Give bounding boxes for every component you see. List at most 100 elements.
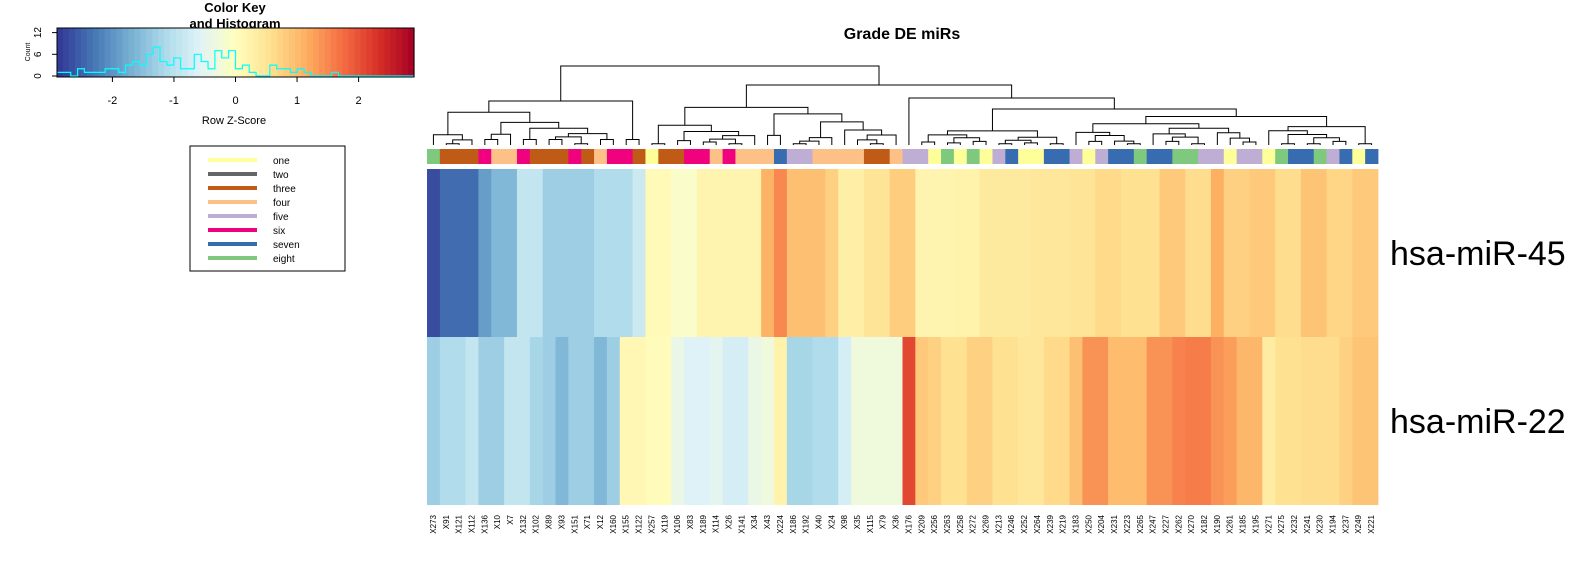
heatmap-cell bbox=[825, 169, 839, 337]
heatmap-cell bbox=[439, 169, 454, 337]
column-label: X263 bbox=[943, 514, 952, 533]
column-label: X12 bbox=[596, 514, 605, 529]
heatmap-cell bbox=[1108, 337, 1122, 505]
heatmap-cell bbox=[1236, 337, 1250, 505]
color-key-segment bbox=[318, 28, 326, 77]
heatmap-cell bbox=[786, 337, 801, 505]
dendrogram-branch bbox=[567, 133, 608, 140]
grade-color-cell bbox=[1300, 149, 1315, 164]
grade-color-cell bbox=[1018, 149, 1032, 164]
column-label: X257 bbox=[647, 514, 656, 533]
column-label: X230 bbox=[1316, 514, 1325, 533]
column-label: X35 bbox=[853, 514, 862, 529]
grade-color-cell bbox=[645, 149, 659, 164]
heatmap-cell bbox=[1339, 337, 1353, 505]
heatmap-cell bbox=[491, 169, 505, 337]
dendrogram-branch bbox=[869, 143, 884, 145]
column-label: X224 bbox=[776, 514, 785, 533]
heatmap-cell bbox=[838, 169, 852, 337]
column-label: X195 bbox=[1251, 514, 1260, 533]
heatmap-cell bbox=[516, 337, 531, 505]
column-dendrogram bbox=[432, 65, 1373, 145]
dendrogram-branch bbox=[1287, 133, 1328, 144]
column-label: X237 bbox=[1341, 514, 1350, 533]
dendrogram-branch bbox=[522, 138, 537, 145]
grade-color-cell bbox=[889, 149, 903, 164]
dendrogram-branch bbox=[490, 133, 512, 145]
column-label: X232 bbox=[1290, 514, 1299, 533]
column-label: X231 bbox=[1110, 514, 1119, 533]
grade-color-cell bbox=[581, 149, 595, 164]
heatmap-cell bbox=[568, 337, 582, 505]
column-label: X241 bbox=[1303, 514, 1312, 533]
heatmap-cell bbox=[1313, 337, 1327, 505]
grade-color-cell bbox=[992, 149, 1006, 164]
heatmap-cell bbox=[876, 337, 891, 505]
grade-color-cell bbox=[1146, 149, 1160, 164]
column-label: X239 bbox=[1046, 514, 1055, 533]
dendrogram-branch bbox=[709, 138, 736, 144]
column-label: X24 bbox=[827, 514, 836, 529]
grade-color-cell bbox=[1005, 149, 1019, 164]
grade-color-cell bbox=[671, 149, 685, 164]
color-key-segment bbox=[259, 28, 266, 77]
heatmap-cell bbox=[619, 169, 634, 337]
heatmap-cell bbox=[696, 337, 711, 505]
color-key-segment bbox=[354, 28, 362, 77]
column-label: X194 bbox=[1329, 514, 1338, 533]
heatmap-cell bbox=[1185, 169, 1199, 337]
heatmap-cell bbox=[773, 169, 788, 337]
grade-color-cell bbox=[696, 149, 711, 164]
heatmap-cell bbox=[1326, 169, 1340, 337]
heatmap-cell bbox=[606, 337, 621, 505]
heatmap-cell bbox=[761, 337, 775, 505]
dendrogram-branch bbox=[1165, 140, 1180, 145]
heatmap-cell bbox=[619, 337, 634, 505]
heatmap-cell bbox=[1018, 169, 1032, 337]
legend-label: six bbox=[273, 226, 285, 237]
grade-color-cell bbox=[812, 149, 826, 164]
dendrogram-branch bbox=[1281, 143, 1295, 145]
heatmap-cell bbox=[735, 169, 749, 337]
grade-color-cell bbox=[1056, 149, 1070, 164]
heatmap-cell bbox=[979, 337, 993, 505]
heatmap-cell bbox=[1120, 169, 1135, 337]
column-label: X219 bbox=[1059, 514, 1068, 533]
legend-label: eight bbox=[273, 254, 295, 265]
grade-color-cell bbox=[953, 149, 968, 164]
column-label: X272 bbox=[969, 514, 978, 533]
grade-color-cell bbox=[876, 149, 891, 164]
heatmap-cell bbox=[1236, 169, 1250, 337]
heatmap-cell bbox=[1005, 169, 1019, 337]
grade-color-cell bbox=[1095, 149, 1109, 164]
heatmap-cell bbox=[889, 169, 903, 337]
dendrogram-branch bbox=[745, 84, 1013, 108]
column-label: X223 bbox=[1123, 514, 1132, 533]
column-label: X160 bbox=[609, 514, 618, 533]
heatmap-cell bbox=[786, 169, 801, 337]
grade-color-cell bbox=[465, 149, 479, 164]
dendrogram-branch bbox=[651, 143, 666, 145]
column-label: X269 bbox=[982, 514, 991, 533]
heatmap-cell bbox=[1210, 169, 1225, 337]
heatmap-cell bbox=[1108, 169, 1122, 337]
column-label: X262 bbox=[1174, 514, 1183, 533]
dendrogram-branch bbox=[1094, 135, 1125, 142]
color-key-ytick-label: 12 bbox=[33, 27, 44, 39]
dendrogram-branch bbox=[1126, 143, 1141, 145]
heatmap-cell bbox=[863, 337, 878, 505]
heatmap-cell bbox=[478, 337, 492, 505]
column-label: X132 bbox=[519, 514, 528, 533]
grade-color-cell bbox=[542, 149, 556, 164]
column-label: X227 bbox=[1161, 514, 1170, 533]
grade-color-cell bbox=[1043, 149, 1058, 164]
column-label: X91 bbox=[442, 514, 451, 529]
grade-color-cell bbox=[773, 149, 788, 164]
dendrogram-branch bbox=[792, 143, 807, 145]
color-key-segment bbox=[164, 28, 171, 77]
dendrogram-branch bbox=[702, 141, 717, 145]
color-key-tick-label: -1 bbox=[169, 95, 179, 107]
heatmap-cell bbox=[928, 169, 942, 337]
